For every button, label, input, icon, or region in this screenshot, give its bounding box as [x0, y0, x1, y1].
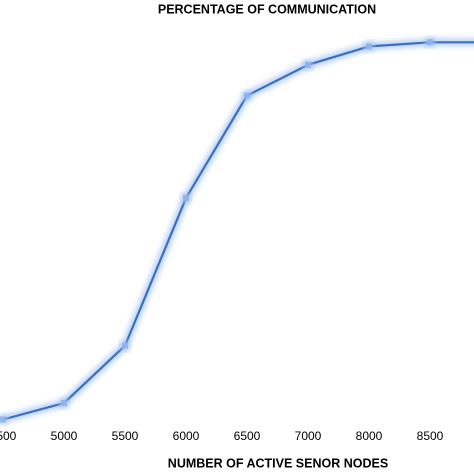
- series-line: [2, 41, 474, 421]
- data-point: [366, 43, 372, 50]
- x-axis-label: NUMBER OF ACTIVE SENOR NODES: [168, 456, 388, 470]
- x-tick-label: 7000: [295, 429, 322, 443]
- x-tick-label: 8500: [417, 429, 444, 443]
- data-point: [122, 342, 128, 349]
- data-point: [305, 61, 311, 68]
- data-point: [183, 195, 189, 202]
- data-point: [427, 39, 433, 46]
- x-tick-label: 6500: [234, 429, 261, 443]
- data-point: [61, 400, 67, 407]
- x-tick-label: 5000: [51, 429, 78, 443]
- chart-title: PERCENTAGE OF COMMUNICATION: [158, 2, 376, 16]
- line-glow: [2, 38, 474, 423]
- x-tick-label: 6000: [173, 429, 200, 443]
- x-tick-label: 5500: [112, 429, 139, 443]
- x-tick-label: 4500: [0, 429, 17, 443]
- data-point: [0, 416, 6, 423]
- x-tick-label: 8000: [356, 429, 383, 443]
- data-point: [244, 92, 250, 99]
